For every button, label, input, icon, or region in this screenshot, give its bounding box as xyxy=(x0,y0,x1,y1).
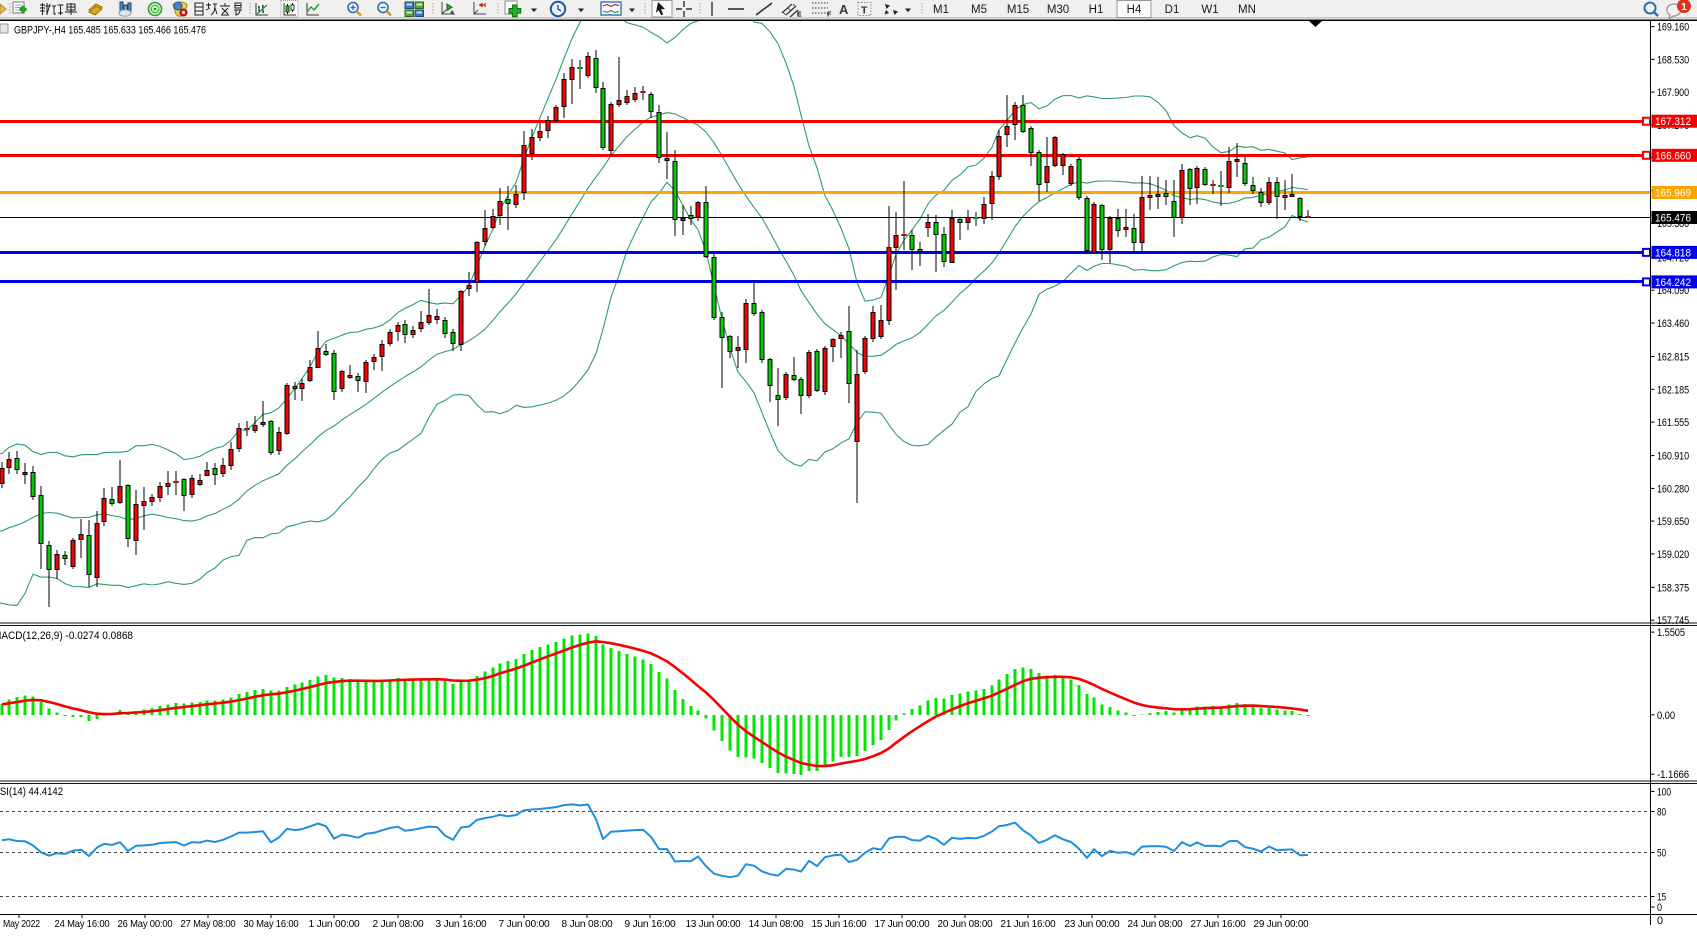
svg-text:15 Jun 16:00: 15 Jun 16:00 xyxy=(812,918,867,930)
svg-text:-1.1666: -1.1666 xyxy=(1657,769,1689,781)
svg-text:24 Jun 08:00: 24 Jun 08:00 xyxy=(1128,918,1183,930)
svg-text:158.375: 158.375 xyxy=(1657,582,1689,594)
svg-text:W1: W1 xyxy=(1201,4,1218,16)
svg-text:MN: MN xyxy=(1238,4,1256,16)
svg-text:H1: H1 xyxy=(1089,4,1104,16)
svg-text:167.312: 167.312 xyxy=(1655,116,1691,128)
svg-text:M1: M1 xyxy=(933,4,949,16)
svg-text:165.969: 165.969 xyxy=(1655,188,1691,200)
svg-text:RSI(14) 44.4142: RSI(14) 44.4142 xyxy=(0,786,63,798)
svg-text:29 Jun 00:00: 29 Jun 00:00 xyxy=(1254,918,1309,930)
svg-text:1 Jun 00:00: 1 Jun 00:00 xyxy=(309,918,360,930)
svg-text:1.5505: 1.5505 xyxy=(1657,627,1685,639)
svg-text:M30: M30 xyxy=(1047,4,1069,16)
svg-text:27 May 08:00: 27 May 08:00 xyxy=(181,918,236,930)
svg-text:MACD(12,26,9) -0.0274 0.0868: MACD(12,26,9) -0.0274 0.0868 xyxy=(0,630,133,642)
svg-text:GBPJPY-,H4 165.485 165.633 16: GBPJPY-,H4 165.485 165.633 165.466 165.4… xyxy=(14,25,206,37)
svg-text:168.530: 168.530 xyxy=(1657,54,1689,66)
svg-text:13 Jun 00:00: 13 Jun 00:00 xyxy=(686,918,741,930)
svg-text:M5: M5 xyxy=(971,4,987,16)
svg-text:166.660: 166.660 xyxy=(1655,150,1691,162)
svg-text:160.280: 160.280 xyxy=(1657,483,1689,495)
svg-text:162.185: 162.185 xyxy=(1657,384,1689,396)
svg-text:26 May 00:00: 26 May 00:00 xyxy=(118,918,173,930)
svg-text:157.745: 157.745 xyxy=(1657,615,1689,627)
svg-text:161.555: 161.555 xyxy=(1657,417,1689,429)
svg-text:0: 0 xyxy=(1657,915,1663,927)
svg-text:20 Jun 08:00: 20 Jun 08:00 xyxy=(938,918,993,930)
svg-text:100: 100 xyxy=(1657,786,1671,798)
svg-text:May 2022: May 2022 xyxy=(3,918,40,930)
svg-text:159.650: 159.650 xyxy=(1657,516,1689,528)
svg-text:167.900: 167.900 xyxy=(1657,87,1689,99)
svg-text:50: 50 xyxy=(1657,848,1666,860)
svg-text:17 Jun 00:00: 17 Jun 00:00 xyxy=(875,918,930,930)
svg-text:7 Jun 00:00: 7 Jun 00:00 xyxy=(499,918,550,930)
svg-text:2 Jun 08:00: 2 Jun 08:00 xyxy=(373,918,424,930)
svg-text:E: E xyxy=(797,12,802,19)
svg-text:D1: D1 xyxy=(1165,4,1180,16)
svg-text:14 Jun 08:00: 14 Jun 08:00 xyxy=(749,918,804,930)
svg-text:21 Jun 16:00: 21 Jun 16:00 xyxy=(1001,918,1056,930)
svg-text:164.818: 164.818 xyxy=(1655,247,1691,259)
svg-text:160.910: 160.910 xyxy=(1657,451,1689,463)
svg-text:9 Jun 16:00: 9 Jun 16:00 xyxy=(625,918,676,930)
svg-text:165.476: 165.476 xyxy=(1655,213,1691,225)
svg-text:27 Jun 16:00: 27 Jun 16:00 xyxy=(1191,918,1246,930)
svg-text:1: 1 xyxy=(1681,1,1687,13)
svg-text:162.815: 162.815 xyxy=(1657,352,1689,364)
svg-text:163.460: 163.460 xyxy=(1657,318,1689,330)
svg-text:F: F xyxy=(827,12,832,19)
svg-text:23 Jun 00:00: 23 Jun 00:00 xyxy=(1065,918,1120,930)
svg-text:T: T xyxy=(861,5,868,17)
svg-text:0: 0 xyxy=(1657,902,1662,914)
svg-text:H4: H4 xyxy=(1127,4,1142,16)
svg-text:8 Jun 08:00: 8 Jun 08:00 xyxy=(562,918,613,930)
svg-text:164.242: 164.242 xyxy=(1655,277,1691,289)
svg-text:3 Jun 16:00: 3 Jun 16:00 xyxy=(436,918,487,930)
svg-text:24 May 16:00: 24 May 16:00 xyxy=(55,918,110,930)
svg-text:80: 80 xyxy=(1657,807,1666,819)
svg-text:30 May 16:00: 30 May 16:00 xyxy=(244,918,299,930)
svg-text:169.160: 169.160 xyxy=(1657,22,1689,34)
svg-text:0.00: 0.00 xyxy=(1657,710,1675,722)
svg-text:159.020: 159.020 xyxy=(1657,549,1689,561)
svg-text:M15: M15 xyxy=(1007,4,1029,16)
svg-text:A: A xyxy=(839,2,849,17)
